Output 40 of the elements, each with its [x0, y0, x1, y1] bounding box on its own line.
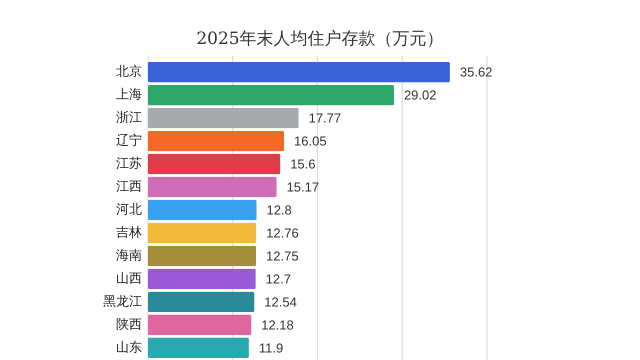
bar — [148, 84, 394, 106]
data-label: 29.02 — [404, 88, 436, 103]
bar — [148, 268, 256, 290]
bar — [148, 338, 249, 358]
bar — [148, 62, 450, 82]
bar — [148, 292, 254, 312]
y-tick-label: 山西 — [116, 271, 142, 286]
bar — [148, 222, 256, 244]
data-label: 12.76 — [266, 225, 299, 240]
y-tick-label: 海南 — [116, 248, 142, 264]
bar — [148, 130, 284, 152]
y-tick-label: 吉林 — [116, 225, 142, 240]
bar — [148, 246, 256, 266]
y-tick-label: 陕西 — [116, 317, 142, 332]
y-tick-label: 北京 — [116, 64, 142, 80]
y-tick-label: 辽宁 — [116, 132, 142, 149]
data-label: 12.54 — [264, 294, 297, 310]
data-label: 15.6 — [290, 156, 316, 172]
data-label: 35.62 — [460, 64, 492, 80]
data-label: 12.75 — [266, 248, 299, 264]
bar — [148, 176, 277, 198]
data-label: 17.77 — [308, 110, 342, 126]
data-label: 12.8 — [266, 202, 292, 218]
y-tick-label: 河北 — [116, 202, 142, 218]
y-tick-label: 上海 — [116, 88, 142, 103]
bar — [148, 314, 252, 336]
data-label: 15.17 — [286, 180, 320, 195]
bar — [148, 154, 280, 174]
y-tick-label: 山东 — [116, 340, 142, 356]
data-label: 12.18 — [261, 317, 294, 332]
bar — [148, 200, 256, 220]
y-tick-label: 江西 — [116, 180, 142, 195]
data-label: 12.7 — [266, 271, 291, 286]
chart-title: 2025年末人均住户存款（万元） — [196, 29, 444, 49]
bar — [148, 108, 299, 128]
y-tick-label: 浙江 — [116, 110, 142, 126]
data-label: 16.05 — [294, 134, 327, 149]
data-label: 11.9 — [258, 340, 284, 356]
y-tick-label: 江苏 — [116, 156, 142, 172]
y-tick-label: 黑龙江 — [103, 294, 142, 310]
